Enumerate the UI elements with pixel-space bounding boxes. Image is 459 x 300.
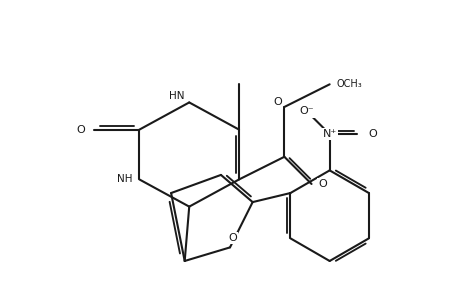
Text: NH: NH xyxy=(117,174,132,184)
Text: N⁺: N⁺ xyxy=(322,129,336,139)
Text: O: O xyxy=(227,233,236,243)
Text: O: O xyxy=(76,124,85,135)
Text: OCH₃: OCH₃ xyxy=(336,79,361,89)
Text: O: O xyxy=(367,129,376,139)
Text: O: O xyxy=(318,179,326,189)
Text: O⁻: O⁻ xyxy=(299,106,313,116)
Text: O: O xyxy=(273,98,281,107)
Text: HN: HN xyxy=(169,91,185,100)
